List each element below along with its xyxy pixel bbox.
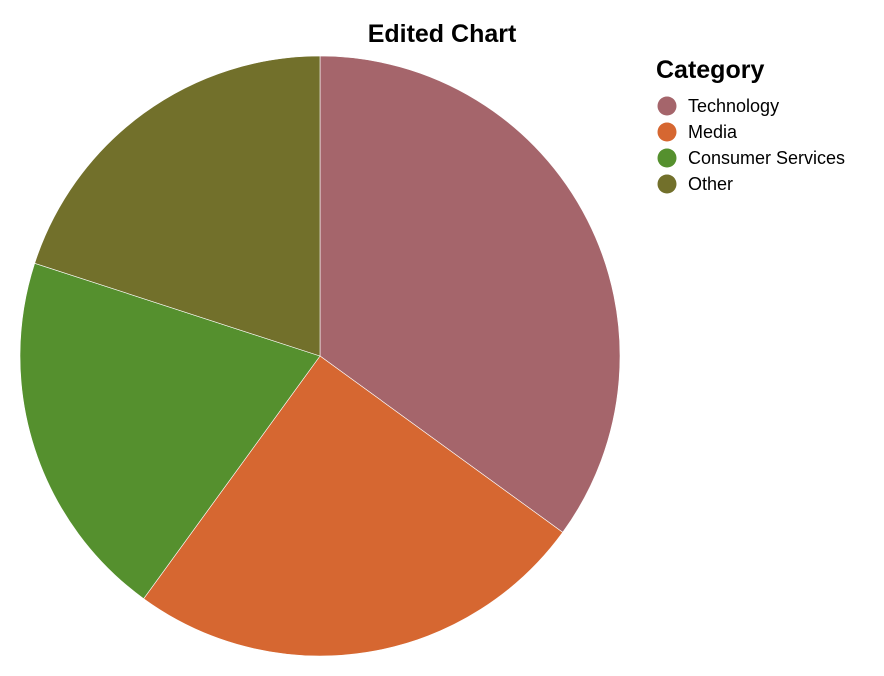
legend-item: Technology (657, 96, 779, 116)
legend-swatch (657, 174, 677, 194)
legend-label: Consumer Services (688, 148, 845, 168)
pie-slice-consumer-services (19, 262, 321, 600)
legend-item: Media (657, 122, 738, 142)
legend-items: Technology Media Consumer Services Other (657, 96, 845, 194)
legend-swatch (657, 148, 677, 168)
pie-slices (19, 55, 621, 657)
pie-slice-other (34, 55, 321, 357)
legend-label: Technology (688, 96, 779, 116)
legend-item: Other (657, 174, 733, 194)
legend: Category Technology Media Consumer Service… (656, 56, 845, 194)
legend-swatch (657, 122, 677, 142)
legend-title: Category (656, 56, 764, 84)
legend-label: Other (688, 174, 733, 194)
chart-title: Edited Chart (368, 20, 517, 48)
legend-item: Consumer Services (657, 148, 845, 168)
pie-slice-media (143, 355, 564, 657)
pie-slice-technology (319, 55, 621, 533)
legend-label: Media (688, 122, 738, 142)
legend-swatch (657, 96, 677, 116)
